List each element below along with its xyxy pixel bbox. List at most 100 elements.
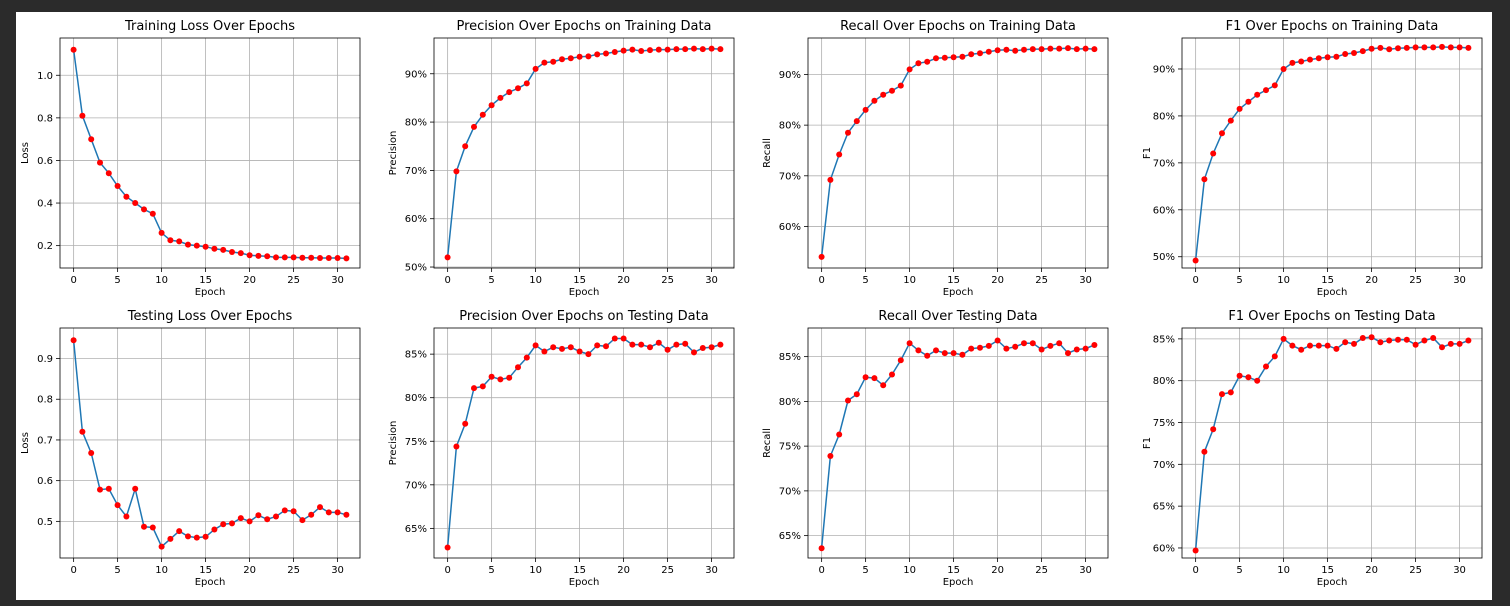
x-tick-label: 20 <box>617 565 630 576</box>
data-point <box>88 450 95 456</box>
y-tick-label: 80% <box>779 121 801 132</box>
data-point <box>959 351 966 358</box>
data-point <box>853 391 860 398</box>
data-point <box>229 520 235 527</box>
chart-title: Precision Over Epochs on Testing Data <box>459 309 708 324</box>
data-point <box>611 335 618 342</box>
data-point <box>185 533 191 540</box>
x-tick-label: 0 <box>818 275 824 286</box>
x-tick-label: 15 <box>1321 565 1334 576</box>
data-point <box>915 347 922 354</box>
y-tick-label: 70% <box>779 171 801 182</box>
x-tick-label: 5 <box>1236 565 1242 576</box>
data-point <box>246 252 253 259</box>
data-point <box>836 151 843 158</box>
chart-title: Recall Over Epochs on Training Data <box>840 19 1076 34</box>
x-tick-label: 20 <box>991 565 1004 576</box>
data-point <box>123 513 130 520</box>
plot-area <box>433 327 735 559</box>
x-tick-label: 25 <box>1035 275 1048 286</box>
data-point <box>488 373 495 380</box>
x-axis-label: Epoch <box>1317 577 1348 588</box>
data-point <box>1021 340 1027 347</box>
data-point <box>1012 47 1019 54</box>
data-point <box>1465 44 1472 51</box>
chart-title: Testing Loss Over Epochs <box>127 309 293 324</box>
y-tick-label: 70% <box>405 480 427 491</box>
data-point <box>202 533 209 540</box>
data-point <box>105 170 112 177</box>
data-point <box>97 486 103 493</box>
data-point <box>550 344 557 351</box>
y-tick-label: 0.5 <box>37 517 53 528</box>
y-tick-label: 75% <box>1153 418 1175 429</box>
data-point <box>88 136 95 143</box>
data-point <box>611 49 618 55</box>
x-tick-label: 15 <box>199 275 212 286</box>
x-tick-label: 15 <box>947 565 960 576</box>
data-point <box>880 382 887 389</box>
data-point <box>1073 346 1080 353</box>
data-point <box>290 508 297 515</box>
data-point <box>1403 44 1410 51</box>
data-point <box>1421 337 1428 344</box>
chart-5: Testing Loss Over Epochs 0 5 10 15 20 25 30 0.5 0… <box>20 309 361 588</box>
data-point <box>202 243 209 250</box>
x-tick-label: 15 <box>947 275 960 286</box>
data-point <box>1271 82 1278 89</box>
data-point <box>647 47 653 54</box>
data-point <box>1073 46 1080 53</box>
data-point <box>1333 345 1340 352</box>
x-tick-label: 30 <box>1079 275 1092 286</box>
x-tick-label: 30 <box>1453 565 1466 576</box>
data-point <box>1263 87 1269 94</box>
chart-3: Recall Over Epochs on Training Data 0 5 10 1… <box>762 19 1109 298</box>
series-line <box>72 49 347 260</box>
data-point <box>105 485 112 492</box>
data-point <box>1430 44 1437 51</box>
data-point <box>603 343 609 350</box>
data-point <box>211 526 218 533</box>
data-point <box>1421 44 1428 51</box>
figure-frame: Training Loss Over Epochs 0 5 10 15 20 25 30 0.2… <box>16 12 1492 600</box>
x-tick-label: 0 <box>444 275 450 286</box>
data-point <box>255 252 262 259</box>
data-point <box>1298 346 1305 353</box>
x-axis-label: Epoch <box>195 287 226 298</box>
data-point <box>132 200 139 206</box>
data-point <box>290 254 297 261</box>
x-tick-label: 10 <box>155 565 168 576</box>
series-line <box>1194 46 1469 261</box>
data-point <box>237 515 244 522</box>
data-point <box>281 507 288 514</box>
data-point <box>141 206 147 213</box>
x-tick-label: 20 <box>243 275 256 286</box>
data-point <box>132 485 139 492</box>
data-point <box>1065 45 1071 52</box>
data-point <box>647 344 653 351</box>
y-axis-label: F1 <box>1142 437 1153 449</box>
data-point <box>629 46 636 53</box>
data-point <box>185 241 191 248</box>
series-line <box>446 337 721 548</box>
plot-area <box>59 327 361 559</box>
plot-area <box>807 37 1109 269</box>
data-point <box>1227 389 1234 396</box>
data-point <box>1245 374 1252 381</box>
y-axis-label: Recall <box>762 428 773 458</box>
x-tick-label: 5 <box>488 565 494 576</box>
data-point <box>1280 335 1287 342</box>
data-point <box>1047 342 1054 349</box>
y-axis-label: Recall <box>762 138 773 168</box>
data-point <box>638 341 645 348</box>
data-point <box>994 337 1001 344</box>
data-point <box>479 383 486 390</box>
data-point <box>453 168 460 175</box>
data-point <box>941 54 948 61</box>
data-point <box>638 48 645 54</box>
data-point <box>506 374 513 381</box>
x-tick-label: 5 <box>862 275 868 286</box>
data-point <box>559 345 565 352</box>
data-point <box>897 357 904 364</box>
x-axis-label: Epoch <box>1317 287 1348 298</box>
